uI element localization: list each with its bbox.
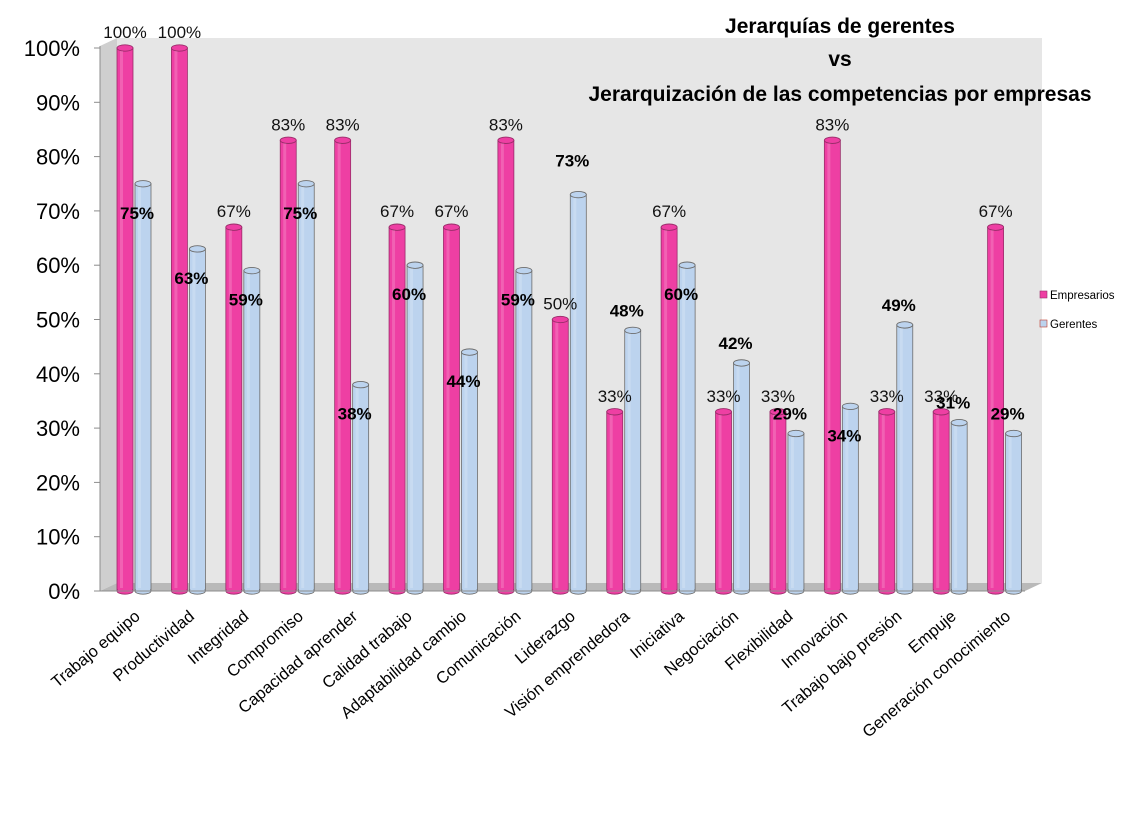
bar-empresarios-trabajo-equipo (116, 44, 134, 595)
side-wall (100, 38, 117, 591)
data-label-gerentes: 73% (555, 152, 589, 171)
data-label-gerentes: 75% (120, 204, 154, 223)
bar-empresarios-capacidad-aprender (334, 136, 352, 595)
legend-swatch-empresarios (1039, 290, 1048, 299)
data-label-empresarios: 33% (598, 387, 632, 406)
x-tick-label-trabajo-equipo: Trabajo equipo (48, 607, 143, 691)
legend-swatch-gerentes (1039, 319, 1048, 328)
legend: Empresarios Gerentes (1039, 290, 1115, 331)
y-tick-label: 0% (48, 579, 80, 604)
data-label-gerentes: 75% (283, 204, 317, 223)
data-label-empresarios: 33% (924, 387, 958, 406)
data-label-empresarios: 100% (103, 23, 146, 42)
bar-gerentes-liderazgo (569, 190, 587, 595)
bar-gerentes-integridad (243, 266, 261, 595)
bar-gerentes-negociacion (733, 359, 750, 595)
data-label-gerentes: 42% (719, 334, 753, 353)
bar-empresarios-productividad (170, 44, 188, 595)
data-label-empresarios: 67% (434, 202, 468, 221)
data-label-gerentes: 59% (501, 291, 535, 310)
bar-gerentes-productividad (188, 245, 206, 595)
legend-label-gerentes: Gerentes (1050, 319, 1098, 331)
data-label-gerentes: 59% (229, 291, 263, 310)
data-label-gerentes: 49% (882, 296, 916, 315)
bar-gerentes-calidad-trabajo (406, 261, 424, 595)
data-label-empresarios: 67% (380, 202, 414, 221)
data-label-gerentes: 60% (664, 285, 698, 304)
data-label-gerentes: 29% (773, 405, 807, 424)
bar-gerentes-vision-emprendedora (624, 326, 642, 595)
bar-gerentes-capacidad-aprender (352, 381, 370, 595)
bar-gerentes-trabajo-bajo-presion (896, 321, 914, 595)
y-tick-label: 50% (36, 308, 80, 333)
bar-empresarios-compromiso (279, 136, 297, 595)
y-tick-label: 60% (36, 253, 80, 278)
bar-empresarios-innovacion (823, 136, 841, 595)
chart-title-line-1: Jerarquías de gerentes (725, 15, 955, 38)
bar-gerentes-adaptabilidad-cambio (461, 348, 478, 595)
data-label-empresarios: 83% (489, 115, 523, 134)
bar-empresarios-trabajo-bajo-presion (878, 408, 896, 595)
chart-title-line-3: Jerarquización de las competencias por e… (588, 83, 1091, 106)
data-label-empresarios: 67% (217, 202, 251, 221)
y-tick-label: 70% (36, 199, 80, 224)
chart-title-line-2: vs (828, 48, 851, 71)
data-label-gerentes: 48% (610, 301, 644, 320)
bar-empresarios-comunicacion (497, 136, 515, 595)
bar-empresarios-flexibilidad (769, 408, 787, 595)
data-label-empresarios: 33% (870, 387, 904, 406)
data-label-gerentes: 34% (827, 426, 861, 445)
data-label-gerentes: 31% (936, 394, 970, 413)
bar-empresarios-negociacion (715, 408, 732, 595)
bar-empresarios-calidad-trabajo (388, 223, 406, 595)
y-tick-label: 100% (24, 36, 80, 61)
data-label-empresarios: 83% (326, 115, 360, 134)
y-tick-label: 30% (36, 416, 80, 441)
bar-empresarios-iniciativa (660, 223, 678, 595)
data-label-empresarios: 100% (158, 23, 201, 42)
bar-gerentes-iniciativa (678, 261, 696, 595)
bar-empresarios-integridad (225, 223, 243, 595)
data-label-empresarios: 33% (707, 387, 741, 406)
bar-empresarios-generacion-conocimiento (987, 223, 1005, 595)
bar-empresarios-adaptabilidad-cambio (443, 223, 460, 595)
data-label-empresarios: 67% (652, 202, 686, 221)
data-label-empresarios: 83% (815, 115, 849, 134)
bar-gerentes-trabajo-equipo (134, 180, 152, 595)
bar-gerentes-compromiso (297, 180, 315, 595)
data-label-gerentes: 29% (991, 405, 1025, 424)
bar-empresarios-empuje (932, 408, 950, 595)
bar-gerentes-flexibilidad (787, 429, 805, 595)
y-tick-label: 20% (36, 470, 80, 495)
bar-gerentes-comunicacion (515, 266, 533, 595)
bar-gerentes-empuje (950, 419, 968, 595)
data-label-gerentes: 44% (446, 372, 480, 391)
y-tick-label: 40% (36, 362, 80, 387)
y-tick-label: 10% (36, 525, 80, 550)
y-tick-label: 90% (36, 90, 80, 115)
data-label-gerentes: 63% (174, 269, 208, 288)
legend-label-empresarios: Empresarios (1050, 290, 1115, 302)
bar-gerentes-generacion-conocimiento (1005, 429, 1023, 595)
y-tick-label: 80% (36, 145, 80, 170)
data-label-empresarios: 50% (543, 295, 577, 314)
bar-empresarios-liderazgo (551, 315, 569, 595)
data-label-empresarios: 67% (979, 202, 1013, 221)
data-label-empresarios: 83% (271, 115, 305, 134)
bar-empresarios-vision-emprendedora (606, 408, 624, 595)
data-label-gerentes: 38% (338, 405, 372, 424)
data-label-empresarios: 33% (761, 387, 795, 406)
data-label-gerentes: 60% (392, 285, 426, 304)
